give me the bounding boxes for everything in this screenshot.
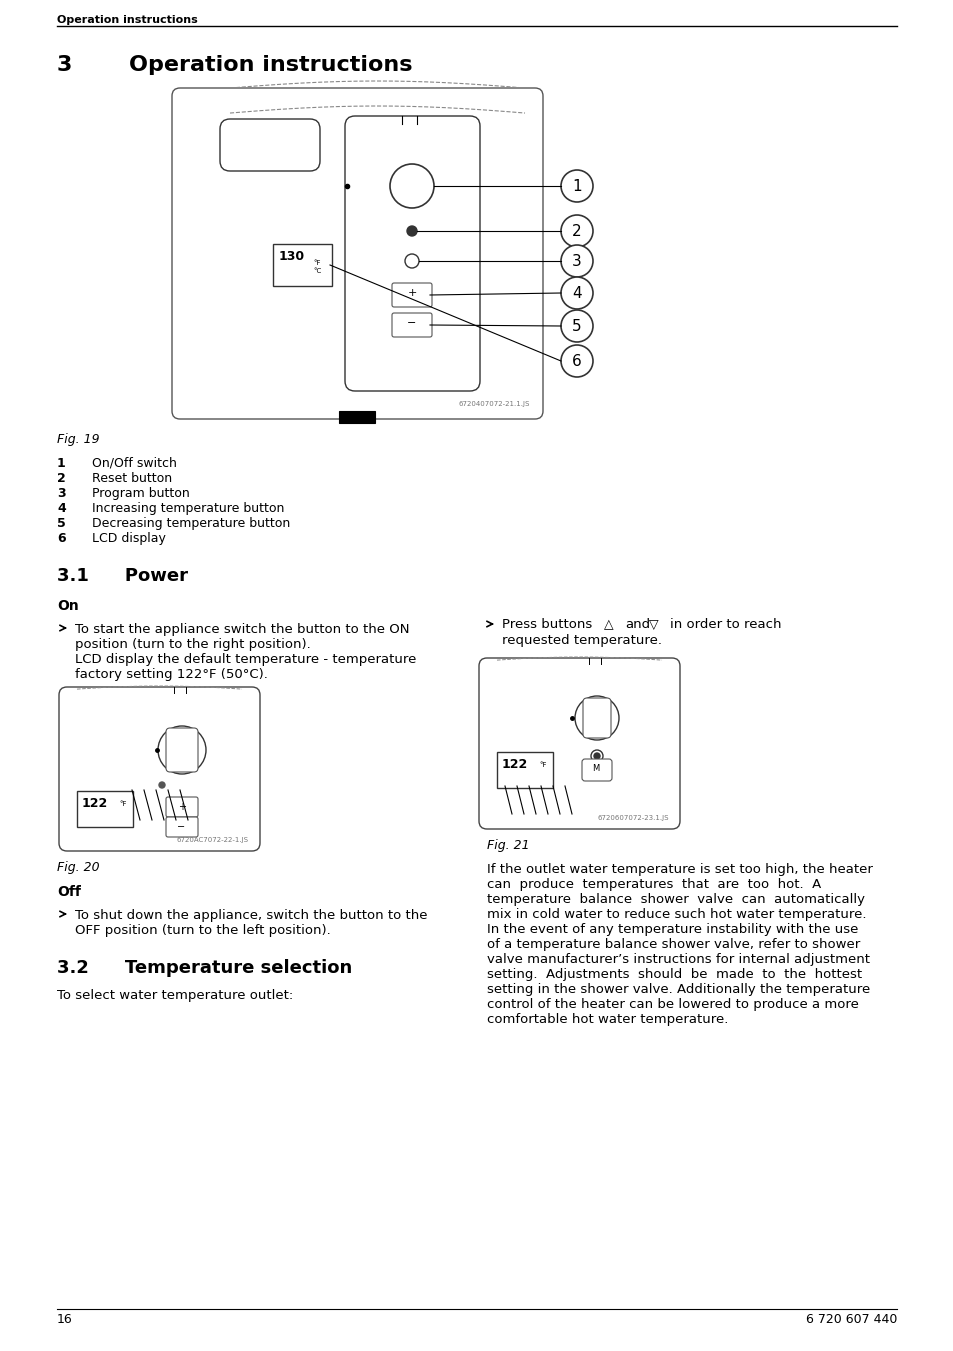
Text: On: On	[57, 598, 79, 613]
Text: and: and	[624, 617, 649, 631]
Text: 4: 4	[572, 286, 581, 301]
Text: If the outlet water temperature is set too high, the heater: If the outlet water temperature is set t…	[486, 863, 872, 875]
Circle shape	[560, 215, 593, 247]
FancyBboxPatch shape	[345, 116, 479, 390]
Circle shape	[560, 277, 593, 309]
Circle shape	[590, 750, 602, 762]
FancyBboxPatch shape	[172, 88, 542, 419]
Text: Press buttons: Press buttons	[501, 617, 592, 631]
Text: On/Off switch: On/Off switch	[91, 457, 176, 470]
Text: Operation instructions: Operation instructions	[57, 15, 197, 26]
Text: Program button: Program button	[91, 486, 190, 500]
Text: 6: 6	[57, 532, 66, 544]
Circle shape	[405, 254, 418, 267]
Text: requested temperature.: requested temperature.	[501, 634, 661, 647]
Text: △: △	[603, 617, 613, 631]
Text: 3: 3	[572, 254, 581, 269]
Text: in order to reach: in order to reach	[669, 617, 781, 631]
Text: OFF position (turn to the left position).: OFF position (turn to the left position)…	[75, 924, 331, 938]
Text: 3.1  Power: 3.1 Power	[57, 567, 188, 585]
Text: position (turn to the right position).: position (turn to the right position).	[75, 638, 311, 651]
FancyBboxPatch shape	[166, 728, 198, 771]
FancyBboxPatch shape	[582, 698, 610, 738]
Text: 16: 16	[57, 1313, 72, 1325]
Text: 122: 122	[501, 758, 528, 771]
Text: −: −	[177, 821, 185, 832]
Text: °C: °C	[313, 267, 321, 274]
Bar	[338, 411, 375, 423]
FancyBboxPatch shape	[478, 658, 679, 830]
Circle shape	[390, 163, 434, 208]
Text: −: −	[407, 317, 416, 328]
FancyBboxPatch shape	[497, 753, 553, 788]
Text: °F: °F	[538, 762, 546, 767]
Text: Off: Off	[57, 885, 81, 898]
Text: setting.  Adjustments  should  be  made  to  the  hottest: setting. Adjustments should be made to t…	[486, 969, 862, 981]
Circle shape	[560, 170, 593, 203]
Text: 130: 130	[278, 250, 305, 263]
Text: valve manufacturer’s instructions for internal adjustment: valve manufacturer’s instructions for in…	[486, 952, 869, 966]
Text: of a temperature balance shower valve, refer to shower: of a temperature balance shower valve, r…	[486, 938, 860, 951]
Circle shape	[594, 753, 599, 759]
Text: 5: 5	[57, 517, 66, 530]
Text: In the event of any temperature instability with the use: In the event of any temperature instabil…	[486, 923, 858, 936]
Text: factory setting 122°F (50°C).: factory setting 122°F (50°C).	[75, 667, 268, 681]
Text: To shut down the appliance, switch the button to the: To shut down the appliance, switch the b…	[75, 909, 427, 921]
Text: temperature  balance  shower  valve  can  automatically: temperature balance shower valve can aut…	[486, 893, 864, 907]
Text: Operation instructions: Operation instructions	[129, 55, 412, 76]
Text: 3.2  Temperature selection: 3.2 Temperature selection	[57, 959, 352, 977]
Text: 6720607072-23.1.JS: 6720607072-23.1.JS	[597, 815, 668, 821]
Text: Decreasing temperature button: Decreasing temperature button	[91, 517, 290, 530]
Text: 1: 1	[572, 178, 581, 195]
Text: +: +	[178, 802, 186, 812]
FancyBboxPatch shape	[273, 245, 332, 286]
Text: Fig. 21: Fig. 21	[486, 839, 529, 852]
Text: +: +	[408, 288, 416, 299]
Text: To select water temperature outlet:: To select water temperature outlet:	[57, 989, 293, 1002]
Text: can  produce  temperatures  that  are  too  hot.  A: can produce temperatures that are too ho…	[486, 878, 821, 892]
Text: 3: 3	[57, 55, 72, 76]
Text: control of the heater can be lowered to produce a more: control of the heater can be lowered to …	[486, 998, 858, 1011]
Text: 6720407072-21.1.JS: 6720407072-21.1.JS	[458, 401, 530, 407]
Text: setting in the shower valve. Additionally the temperature: setting in the shower valve. Additionall…	[486, 984, 869, 996]
FancyBboxPatch shape	[77, 790, 132, 827]
FancyBboxPatch shape	[392, 282, 432, 307]
Circle shape	[560, 309, 593, 342]
Text: To start the appliance switch the button to the ON: To start the appliance switch the button…	[75, 623, 409, 636]
FancyBboxPatch shape	[166, 797, 198, 817]
Text: comfortable hot water temperature.: comfortable hot water temperature.	[486, 1013, 727, 1025]
FancyBboxPatch shape	[220, 119, 319, 172]
Circle shape	[159, 782, 165, 788]
Circle shape	[560, 345, 593, 377]
FancyBboxPatch shape	[166, 817, 198, 838]
Text: 5: 5	[572, 319, 581, 334]
Text: LCD display: LCD display	[91, 532, 166, 544]
Circle shape	[407, 226, 416, 236]
Circle shape	[560, 245, 593, 277]
Text: Fig. 19: Fig. 19	[57, 434, 99, 446]
Circle shape	[575, 696, 618, 740]
FancyBboxPatch shape	[581, 759, 612, 781]
Text: Reset button: Reset button	[91, 471, 172, 485]
Text: °F: °F	[313, 259, 320, 266]
Text: Increasing temperature button: Increasing temperature button	[91, 503, 284, 515]
FancyBboxPatch shape	[392, 313, 432, 336]
Text: ▽: ▽	[648, 617, 658, 631]
Text: 122: 122	[82, 797, 108, 811]
Text: 6720AC7072-22-1.JS: 6720AC7072-22-1.JS	[177, 838, 249, 843]
Text: 3: 3	[57, 486, 66, 500]
Text: 6: 6	[572, 354, 581, 369]
FancyBboxPatch shape	[59, 688, 260, 851]
Text: 6 720 607 440: 6 720 607 440	[804, 1313, 896, 1325]
Text: mix in cold water to reduce such hot water temperature.: mix in cold water to reduce such hot wat…	[486, 908, 865, 921]
Text: 2: 2	[572, 224, 581, 239]
Text: 2: 2	[57, 471, 66, 485]
Text: Fig. 20: Fig. 20	[57, 861, 99, 874]
Text: °F: °F	[119, 801, 127, 807]
Text: LCD display the default temperature - temperature: LCD display the default temperature - te…	[75, 653, 416, 666]
Circle shape	[158, 725, 206, 774]
Text: M: M	[592, 765, 598, 773]
Text: 1: 1	[57, 457, 66, 470]
Text: 4: 4	[57, 503, 66, 515]
